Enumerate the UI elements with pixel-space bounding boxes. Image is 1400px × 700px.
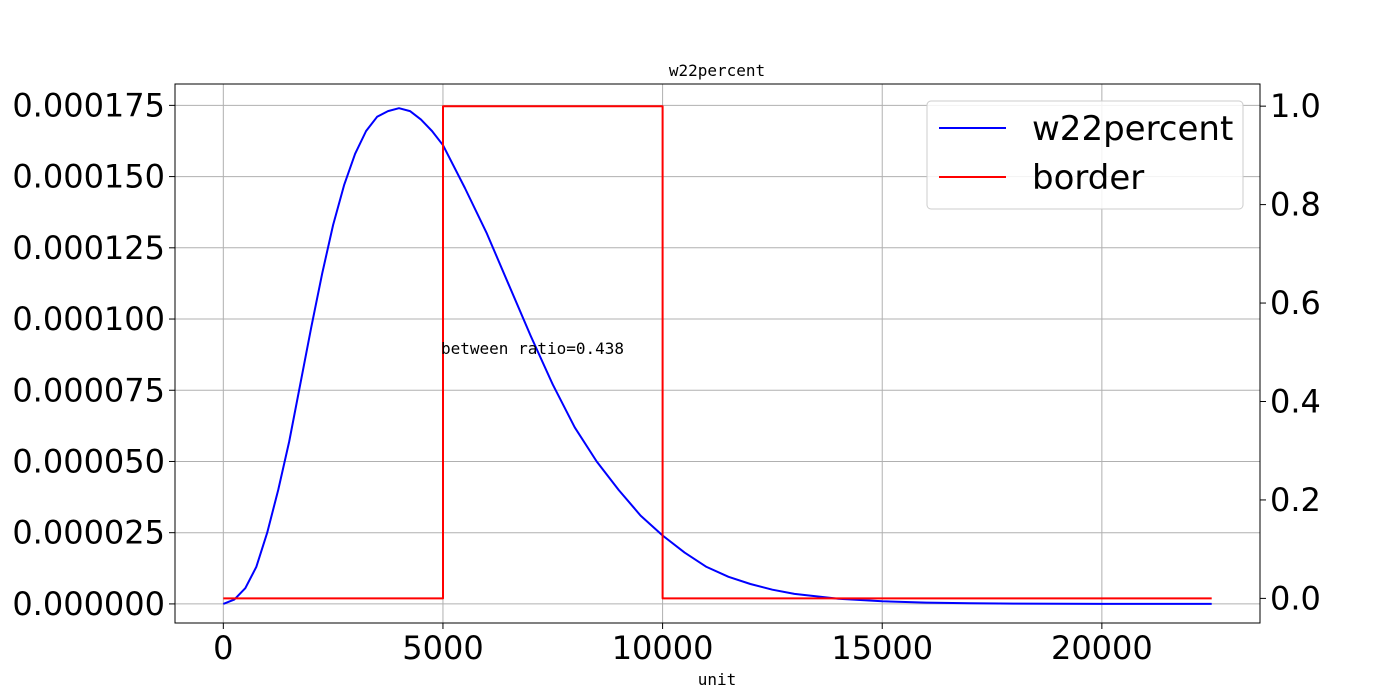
x-tick-label: 5000 [402, 629, 483, 667]
series-line-w22percent [222, 107, 1212, 605]
x-axis-label: unit [698, 670, 737, 689]
legend: w22percent border [926, 100, 1244, 210]
legend-label-border: border [1032, 158, 1144, 198]
y-tick-label: 0.000075 [12, 371, 165, 409]
x-tick-label: 10000 [612, 629, 714, 667]
y2-tick-label: 0.8 [1270, 186, 1321, 224]
y2-tick-label: 1.0 [1270, 87, 1321, 125]
y-tick-label: 0.000175 [12, 86, 165, 124]
y-tick-label: 0.000100 [12, 300, 165, 338]
chart-title: w22percent [669, 61, 765, 80]
y-tick-label: 0.000025 [12, 514, 165, 552]
x-tick-label: 15000 [831, 629, 933, 667]
y-tick-label: 0.000050 [12, 442, 165, 480]
y2-tick-label: 0.2 [1270, 481, 1321, 519]
y-tick-label: 0.000125 [12, 229, 165, 267]
plot-area [174, 83, 1261, 624]
axis-ticks: 0 5000 10000 15000 200000.0000000.0000250.00… [12, 86, 1321, 667]
legend-label-w22percent: w22percent [1032, 109, 1233, 149]
y2-tick-label: 0.6 [1270, 284, 1321, 322]
x-tick-label: 20000 [1051, 629, 1153, 667]
annotation-between-ratio: between ratio=0.438 [441, 339, 624, 358]
x-tick-label: 0 [213, 629, 233, 667]
y-tick-label: 0.000150 [12, 158, 165, 196]
series-lines [222, 105, 1212, 605]
y2-tick-label: 0.0 [1270, 579, 1321, 617]
y-tick-label: 0.000000 [12, 585, 165, 623]
series-line-border [223, 105, 1212, 600]
y2-tick-label: 0.4 [1270, 382, 1321, 420]
